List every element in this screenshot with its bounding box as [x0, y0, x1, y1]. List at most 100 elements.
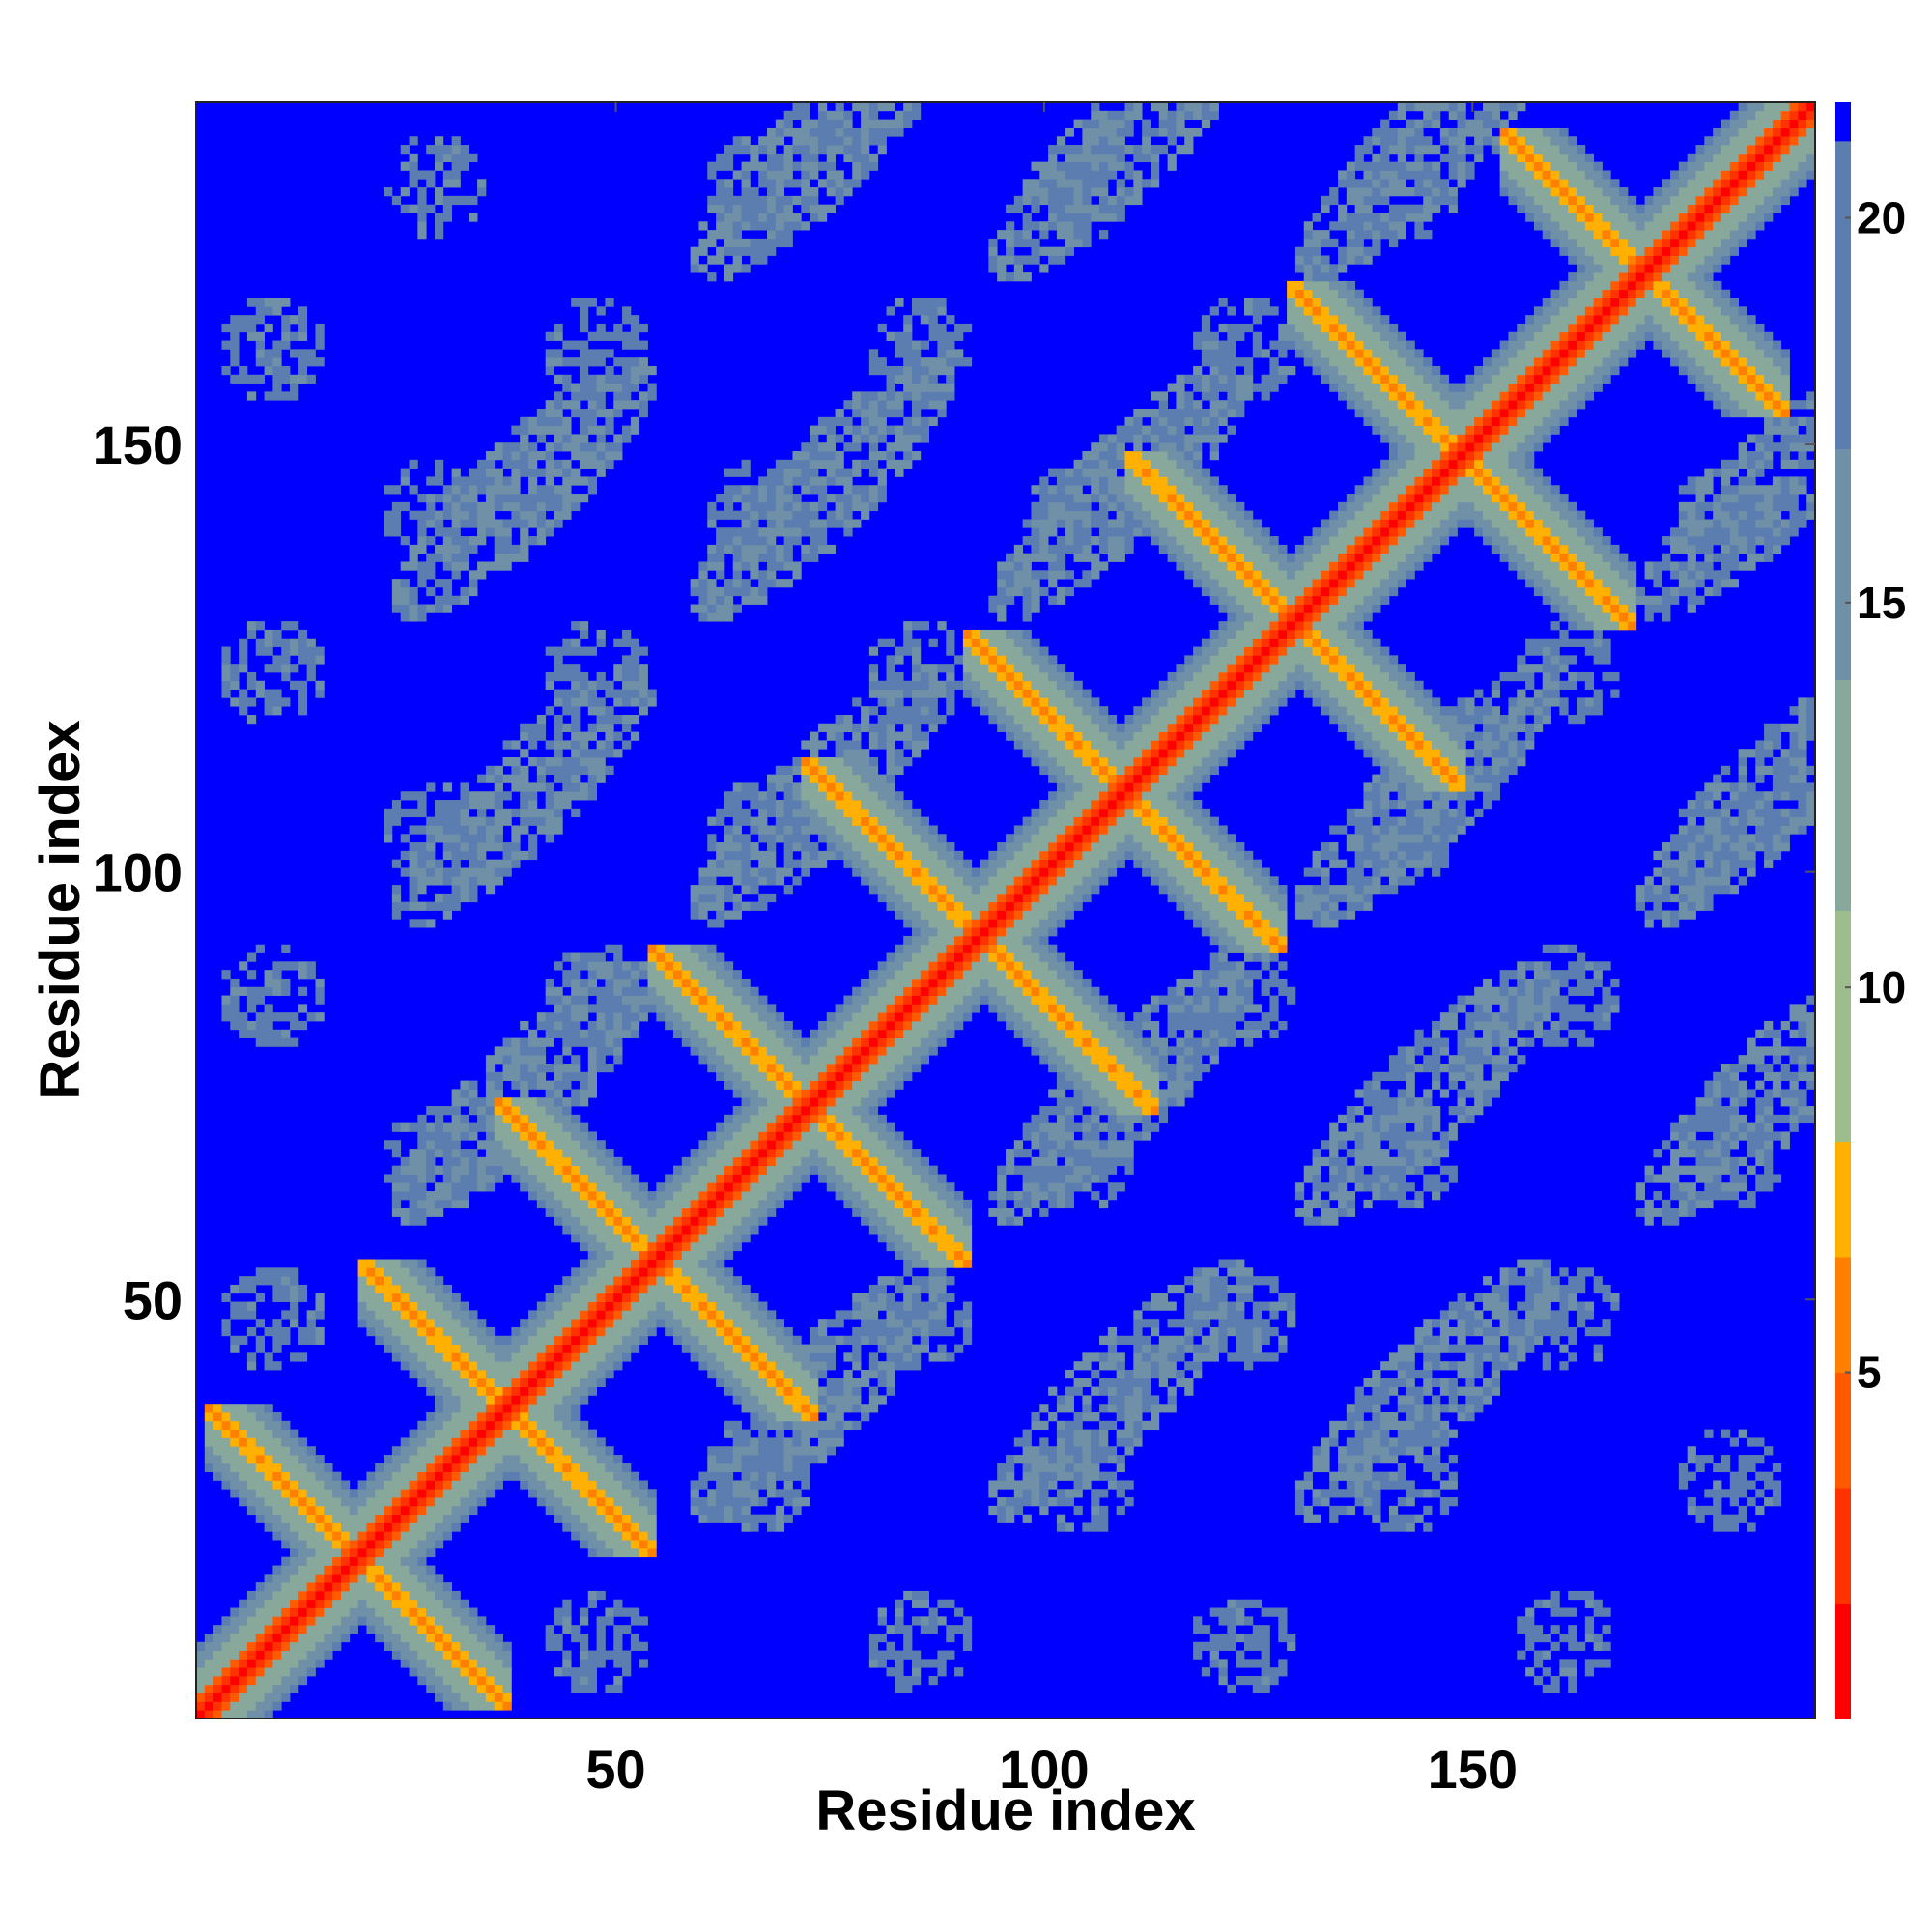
heatmap-cell [528, 800, 538, 810]
heatmap-cell [536, 1497, 547, 1507]
heatmap-cell [732, 1071, 742, 1082]
heatmap-cell [587, 689, 597, 698]
heatmap-cell [494, 1684, 503, 1693]
heatmap-cell [298, 655, 308, 665]
heatmap-cell [554, 1080, 563, 1090]
heatmap-cell [366, 1319, 376, 1328]
heatmap-cell [391, 901, 402, 911]
heatmap-cell [255, 1037, 265, 1047]
heatmap-cell [630, 1641, 640, 1651]
heatmap-cell [477, 1471, 487, 1481]
heatmap-cell [536, 536, 547, 546]
heatmap-cell [324, 1599, 333, 1608]
heatmap-cell [707, 901, 717, 911]
heatmap-cell [281, 655, 291, 665]
heatmap-cell [741, 1055, 751, 1065]
heatmap-cell [605, 1241, 614, 1252]
heatmap-cell [451, 1514, 461, 1523]
heatmap-cell [647, 1199, 657, 1209]
heatmap-cell [511, 757, 521, 767]
heatmap-cell [835, 179, 844, 188]
heatmap-cell [502, 527, 512, 537]
heatmap-cell [434, 1208, 444, 1217]
heatmap-cell [843, 800, 853, 810]
heatmap-cell [639, 1335, 648, 1345]
heatmap-cell [587, 298, 597, 307]
heatmap-cell [801, 510, 810, 520]
heatmap-cell [775, 230, 785, 240]
heatmap-cell [843, 136, 853, 146]
heatmap-cell [596, 1446, 606, 1456]
heatmap-cell [434, 1131, 444, 1141]
heatmap-cell [741, 1097, 751, 1107]
heatmap-cell [681, 1156, 692, 1167]
heatmap-cell [656, 1012, 666, 1022]
heatmap-cell [647, 365, 657, 376]
heatmap-cell [665, 1225, 674, 1235]
heatmap-cell [622, 1326, 632, 1337]
heatmap-cell [571, 1489, 581, 1498]
heatmap-cell [826, 1131, 836, 1141]
heatmap-cell [672, 1301, 683, 1311]
heatmap-cell [732, 510, 742, 520]
heatmap-cell [485, 451, 496, 461]
heatmap-cell [843, 850, 853, 861]
heatmap-cell [442, 1191, 453, 1201]
heatmap-cell [255, 1404, 265, 1413]
heatmap-cell [758, 213, 768, 222]
heatmap-cell [792, 1037, 802, 1047]
heatmap-cell [536, 731, 547, 741]
heatmap-cell [221, 1404, 231, 1413]
heatmap-cell [587, 1505, 597, 1516]
heatmap-cell [630, 1540, 640, 1549]
heatmap-cell [264, 1607, 273, 1617]
heatmap-cell [494, 1675, 503, 1686]
heatmap-cell [741, 195, 751, 206]
heatmap-cell [315, 1607, 325, 1617]
heatmap-cell [502, 1071, 512, 1082]
heatmap-cell [417, 1276, 427, 1286]
heatmap-cell [656, 1208, 666, 1217]
heatmap-cell [605, 1489, 614, 1498]
heatmap-cell [324, 1522, 333, 1532]
heatmap-cell [596, 1208, 606, 1217]
heatmap-cell [835, 765, 844, 776]
heatmap-cell [349, 1489, 358, 1498]
heatmap-cell [707, 544, 717, 554]
heatmap-cell [852, 1395, 862, 1405]
heatmap-cell [298, 315, 308, 325]
heatmap-cell [545, 349, 554, 358]
heatmap-cell [792, 834, 802, 843]
heatmap-cell [400, 1455, 410, 1464]
heatmap-cell [562, 664, 572, 673]
heatmap-cell [375, 1326, 384, 1337]
heatmap-cell [384, 1625, 393, 1634]
heatmap-cell [750, 1404, 759, 1413]
heatmap-cell [596, 349, 606, 358]
heatmap-cell [409, 1625, 418, 1634]
heatmap-cell [255, 1701, 265, 1711]
heatmap-cell [357, 1616, 367, 1626]
heatmap-cell [434, 876, 444, 886]
heatmap-cell [639, 1489, 648, 1498]
heatmap-cell [775, 561, 785, 571]
heatmap-cell [801, 1106, 810, 1116]
heatmap-cell [272, 391, 282, 401]
heatmap-cell [554, 1055, 563, 1065]
heatmap-cell [545, 1378, 554, 1387]
heatmap-cell [732, 1114, 742, 1124]
heatmap-cell [520, 451, 529, 461]
heatmap-cell [579, 323, 589, 333]
heatmap-cell [400, 1361, 410, 1371]
heatmap-cell [417, 919, 427, 928]
heatmap-cell [801, 1404, 810, 1413]
heatmap-cell [502, 1063, 512, 1073]
heatmap-cell [511, 544, 521, 554]
heatmap-cell [843, 1335, 853, 1345]
heatmap-cell [783, 1437, 793, 1447]
heatmap-cell [861, 1301, 870, 1311]
heatmap-cell [400, 1659, 410, 1668]
heatmap-cell [724, 1429, 734, 1438]
heatmap-cell [562, 1149, 572, 1158]
heatmap-cell [520, 1114, 529, 1124]
